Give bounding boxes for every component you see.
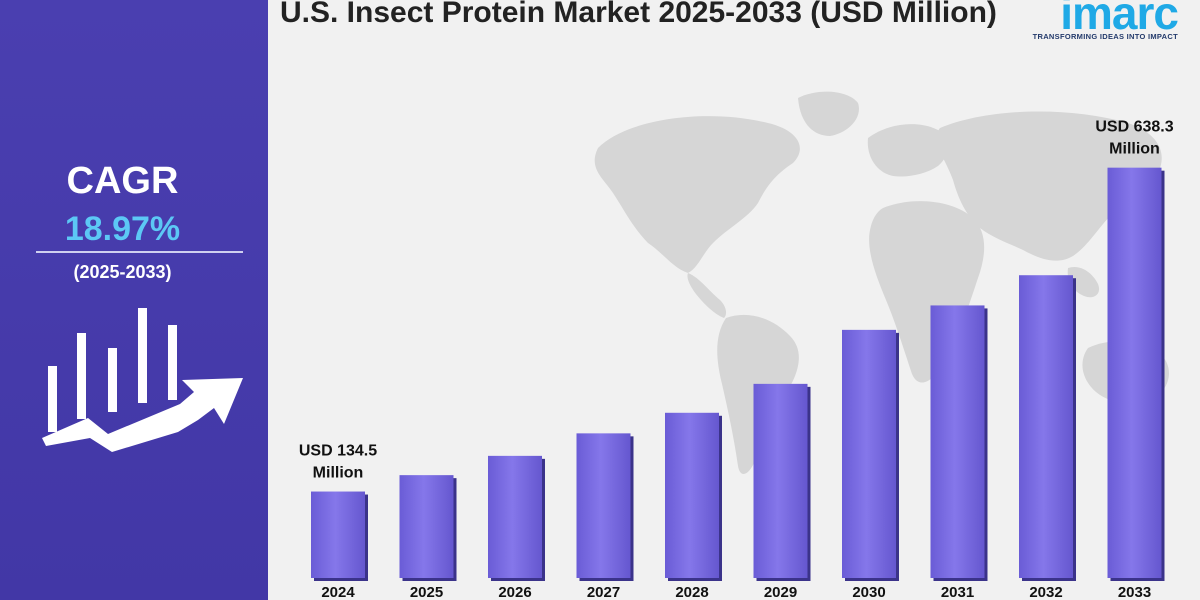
bar-2027 — [576, 433, 631, 578]
cagr-panel: CAGR 18.97% (2025-2033) — [0, 0, 268, 600]
x-tick-label: 2024 — [321, 584, 355, 600]
x-tick-label: 2028 — [675, 584, 708, 600]
data-label: Million — [313, 465, 364, 482]
data-label: USD 134.5 — [299, 443, 377, 460]
growth-chart-icon — [42, 308, 243, 452]
cagr-period: (2025-2033) — [73, 262, 172, 282]
x-tick-label: 2027 — [587, 584, 620, 600]
x-tick-label: 2033 — [1118, 584, 1151, 600]
cagr-label: CAGR — [66, 160, 179, 202]
x-tick-label: 2030 — [852, 584, 885, 600]
x-tick-label: 2026 — [498, 584, 531, 600]
chart-title: U.S. Insect Protein Market 2025-2033 (US… — [280, 0, 997, 29]
bar-2031 — [930, 305, 985, 578]
x-tick-label: 2031 — [941, 584, 974, 600]
bar-2030 — [842, 329, 896, 578]
cagr-divider — [36, 251, 243, 253]
bar-2033 — [1107, 167, 1162, 578]
bar-2025 — [399, 475, 454, 578]
bar-2026 — [488, 455, 542, 578]
imarc-logo: imarc TRANSFORMING IDEAS INTO IMPACT — [1000, 0, 1200, 45]
logo-wordmark: imarc — [1060, 0, 1179, 39]
x-tick-label: 2032 — [1029, 584, 1062, 600]
data-label: USD 638.3 — [1095, 119, 1173, 136]
data-label: Million — [1109, 141, 1160, 158]
bar-2028 — [665, 412, 719, 578]
logo-tagline: TRANSFORMING IDEAS INTO IMPACT — [1032, 32, 1178, 41]
bar-2029 — [753, 383, 808, 578]
bar-2032 — [1019, 275, 1073, 578]
bar-2024 — [311, 491, 365, 578]
x-tick-label: 2029 — [764, 584, 797, 600]
x-tick-label: 2025 — [410, 584, 443, 600]
cagr-value: 18.97% — [64, 210, 181, 248]
